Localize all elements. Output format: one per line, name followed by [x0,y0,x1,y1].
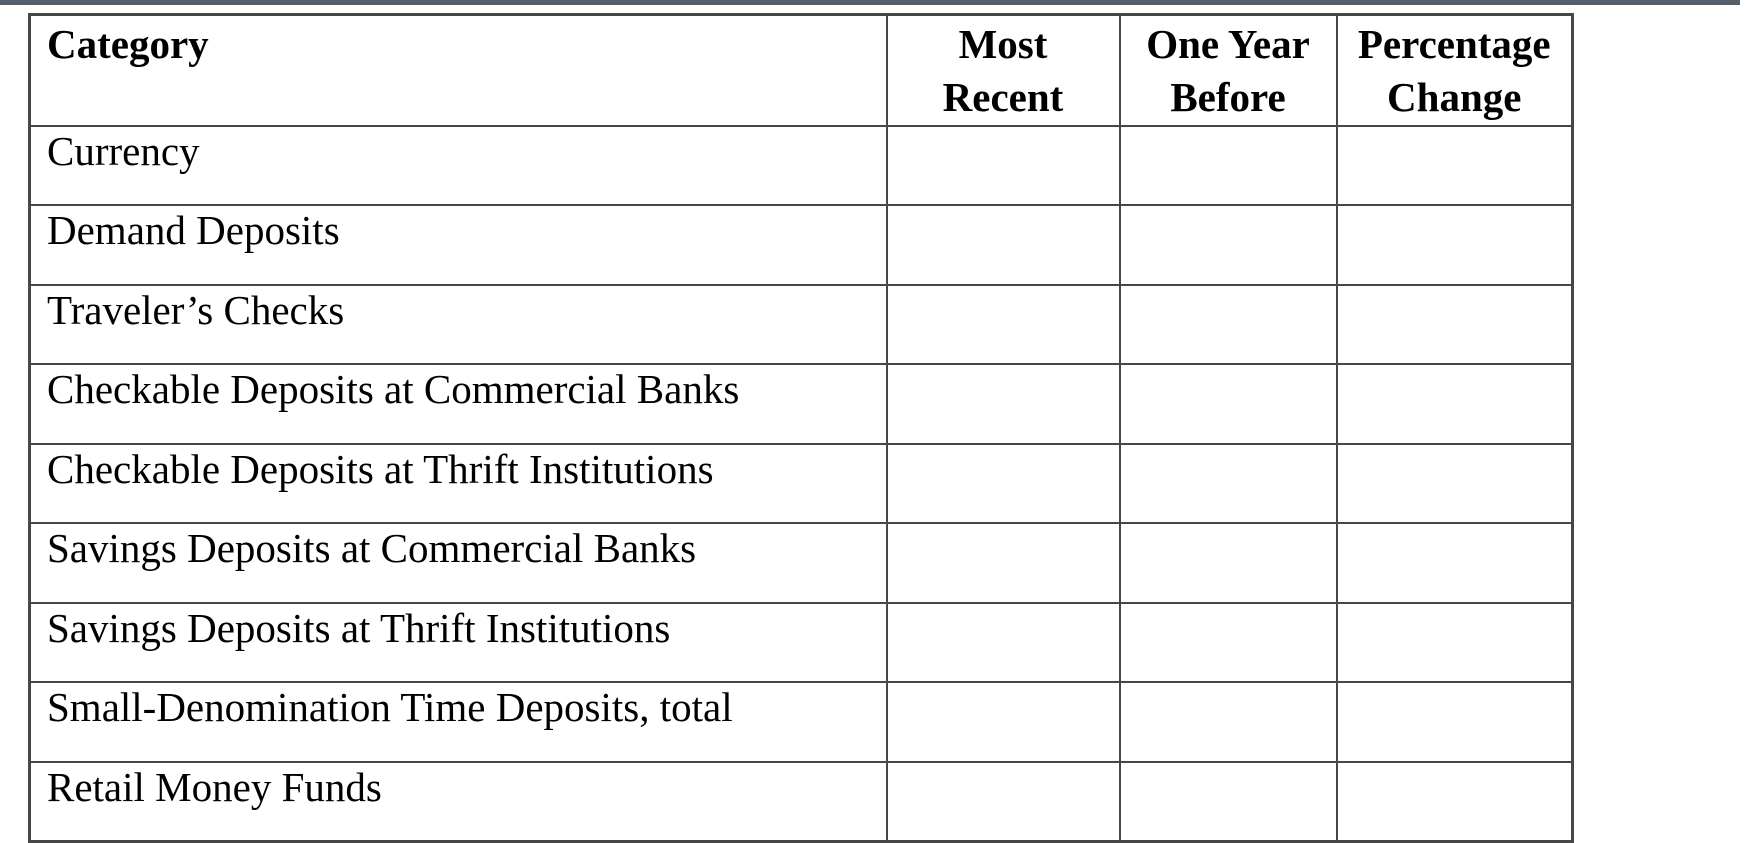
category-cell: Retail Money Funds [28,760,888,843]
percentage-change-cell [1335,442,1574,525]
table-row: Checkable Deposits at Commercial Banks [28,363,1574,445]
one-year-before-cell [1118,522,1338,604]
category-cell: Currency [28,124,888,207]
table-row: Demand Deposits [28,204,1574,286]
header-cell-one-year-before: One Year Before [1118,13,1338,127]
header-cell-category: Category [28,13,888,127]
category-cell: Checkable Deposits at Thrift Institution… [28,442,888,525]
percentage-change-cell [1335,283,1574,366]
category-cell: Checkable Deposits at Commercial Banks [28,363,888,445]
most-recent-cell [885,760,1121,843]
most-recent-cell [885,681,1121,763]
table-row: Checkable Deposits at Thrift Institution… [28,442,1574,525]
category-cell: Savings Deposits at Thrift Institutions [28,601,888,684]
most-recent-cell [885,522,1121,604]
most-recent-cell [885,124,1121,207]
percentage-change-cell [1335,124,1574,207]
table-row: Savings Deposits at Thrift Institutions [28,601,1574,684]
percentage-change-cell [1335,681,1574,763]
table-row: Traveler’s Checks [28,283,1574,366]
one-year-before-cell [1118,283,1338,366]
header-row: Category Most Recent One Year Before Per… [28,13,1574,127]
one-year-before-cell [1118,204,1338,286]
one-year-before-cell [1118,601,1338,684]
most-recent-cell [885,601,1121,684]
percentage-change-cell [1335,204,1574,286]
table-row: Savings Deposits at Commercial Banks [28,522,1574,604]
category-cell: Demand Deposits [28,204,888,286]
header-cell-percentage-change: Percentage Change [1335,13,1574,127]
table-row: Currency [28,124,1574,207]
header-cell-most-recent: Most Recent [885,13,1121,127]
table-row: Retail Money Funds [28,760,1574,843]
category-cell: Small-Denomination Time Deposits, total [28,681,888,763]
most-recent-cell [885,363,1121,445]
window-top-edge [0,0,1740,5]
table-row: Small-Denomination Time Deposits, total [28,681,1574,763]
percentage-change-cell [1335,363,1574,445]
percentage-change-cell [1335,760,1574,843]
one-year-before-cell [1118,363,1338,445]
one-year-before-cell [1118,124,1338,207]
most-recent-cell [885,204,1121,286]
most-recent-cell [885,442,1121,525]
category-cell: Savings Deposits at Commercial Banks [28,522,888,604]
category-cell: Traveler’s Checks [28,283,888,366]
money-aggregates-table: Category Most Recent One Year Before Per… [28,13,1574,843]
one-year-before-cell [1118,442,1338,525]
most-recent-cell [885,283,1121,366]
percentage-change-cell [1335,601,1574,684]
one-year-before-cell [1118,760,1338,843]
one-year-before-cell [1118,681,1338,763]
percentage-change-cell [1335,522,1574,604]
